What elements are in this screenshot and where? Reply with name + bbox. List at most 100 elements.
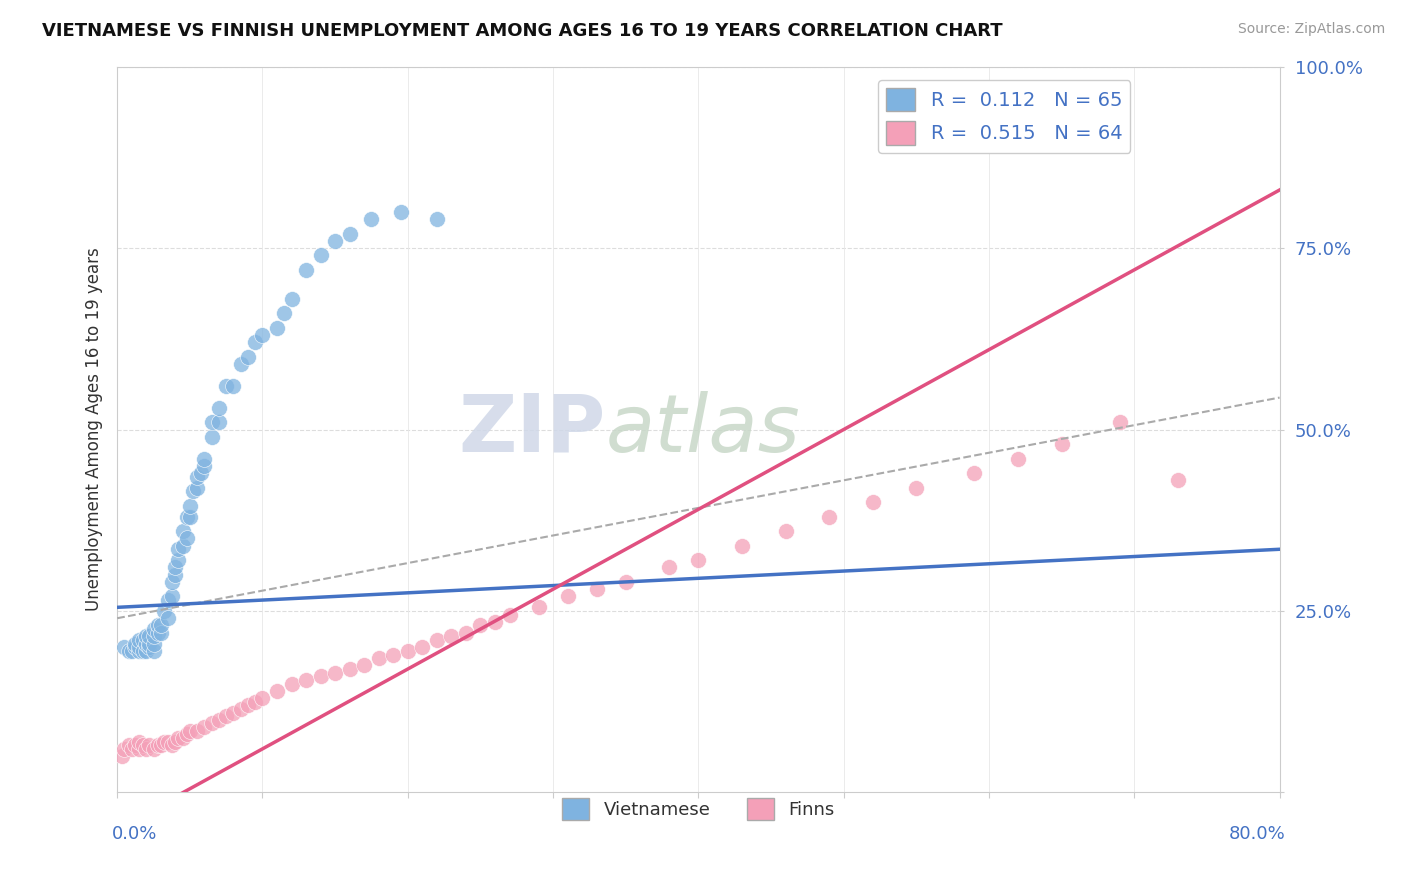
Point — [222, 379, 245, 393]
Point — [208, 401, 231, 415]
Point — [1167, 473, 1189, 487]
Point — [124, 640, 146, 655]
Point — [110, 749, 132, 764]
Point — [215, 379, 238, 393]
Point — [176, 509, 198, 524]
Point — [165, 560, 187, 574]
Point — [179, 723, 201, 738]
Point — [149, 738, 172, 752]
Point — [167, 731, 190, 745]
Point — [273, 306, 295, 320]
Point — [149, 625, 172, 640]
Point — [193, 451, 215, 466]
Point — [193, 720, 215, 734]
Point — [157, 611, 180, 625]
Point — [172, 731, 194, 745]
Point — [215, 709, 238, 723]
Point — [118, 738, 141, 752]
Point — [128, 742, 150, 756]
Point — [201, 716, 224, 731]
Point — [309, 669, 332, 683]
Point — [186, 481, 208, 495]
Point — [128, 734, 150, 748]
Point — [367, 651, 389, 665]
Point — [557, 590, 579, 604]
Point — [470, 618, 492, 632]
Point — [389, 204, 412, 219]
Point — [236, 698, 259, 713]
Point — [360, 212, 382, 227]
Point — [190, 466, 212, 480]
Point — [440, 629, 463, 643]
Y-axis label: Unemployment Among Ages 16 to 19 years: Unemployment Among Ages 16 to 19 years — [86, 248, 103, 611]
Text: VIETNAMESE VS FINNISH UNEMPLOYMENT AMONG AGES 16 TO 19 YEARS CORRELATION CHART: VIETNAMESE VS FINNISH UNEMPLOYMENT AMONG… — [42, 22, 1002, 40]
Point — [172, 539, 194, 553]
Point — [295, 262, 318, 277]
Point — [114, 742, 136, 756]
Point — [411, 640, 433, 655]
Point — [152, 604, 174, 618]
Point — [382, 648, 405, 662]
Point — [339, 227, 361, 241]
Point — [323, 665, 346, 680]
Point — [179, 509, 201, 524]
Point — [176, 532, 198, 546]
Point — [128, 644, 150, 658]
Point — [818, 509, 841, 524]
Point — [128, 640, 150, 655]
Point — [266, 321, 288, 335]
Point — [142, 637, 165, 651]
Point — [114, 640, 136, 655]
Point — [157, 593, 180, 607]
Point — [614, 574, 637, 589]
Text: Source: ZipAtlas.com: Source: ZipAtlas.com — [1237, 22, 1385, 37]
Point — [135, 742, 157, 756]
Point — [142, 622, 165, 636]
Point — [132, 644, 155, 658]
Point — [236, 350, 259, 364]
Point — [181, 484, 204, 499]
Point — [135, 629, 157, 643]
Point — [396, 644, 419, 658]
Point — [245, 695, 267, 709]
Point — [142, 644, 165, 658]
Point — [454, 625, 477, 640]
Point — [142, 629, 165, 643]
Point — [201, 415, 224, 429]
Point — [135, 637, 157, 651]
Point — [252, 328, 274, 343]
Point — [963, 466, 986, 480]
Point — [167, 542, 190, 557]
Point — [165, 567, 187, 582]
Point — [731, 539, 754, 553]
Point — [149, 618, 172, 632]
Point — [186, 469, 208, 483]
Point — [585, 582, 607, 597]
Point — [157, 734, 180, 748]
Point — [138, 629, 160, 643]
Point — [862, 495, 884, 509]
Point — [186, 723, 208, 738]
Point — [146, 738, 169, 752]
Point — [222, 706, 245, 720]
Point — [162, 738, 184, 752]
Point — [245, 335, 267, 350]
Point — [124, 637, 146, 651]
Point — [208, 415, 231, 429]
Point — [132, 632, 155, 647]
Point — [162, 574, 184, 589]
Point — [1108, 415, 1130, 429]
Point — [280, 676, 302, 690]
Point — [167, 553, 190, 567]
Point — [165, 734, 187, 748]
Point — [138, 738, 160, 752]
Point — [775, 524, 797, 538]
Text: ZIP: ZIP — [458, 391, 606, 468]
Point — [498, 607, 520, 622]
Point — [339, 662, 361, 676]
Point — [229, 357, 252, 371]
Point — [229, 702, 252, 716]
Text: atlas: atlas — [606, 391, 800, 468]
Point — [658, 560, 681, 574]
Point — [266, 683, 288, 698]
